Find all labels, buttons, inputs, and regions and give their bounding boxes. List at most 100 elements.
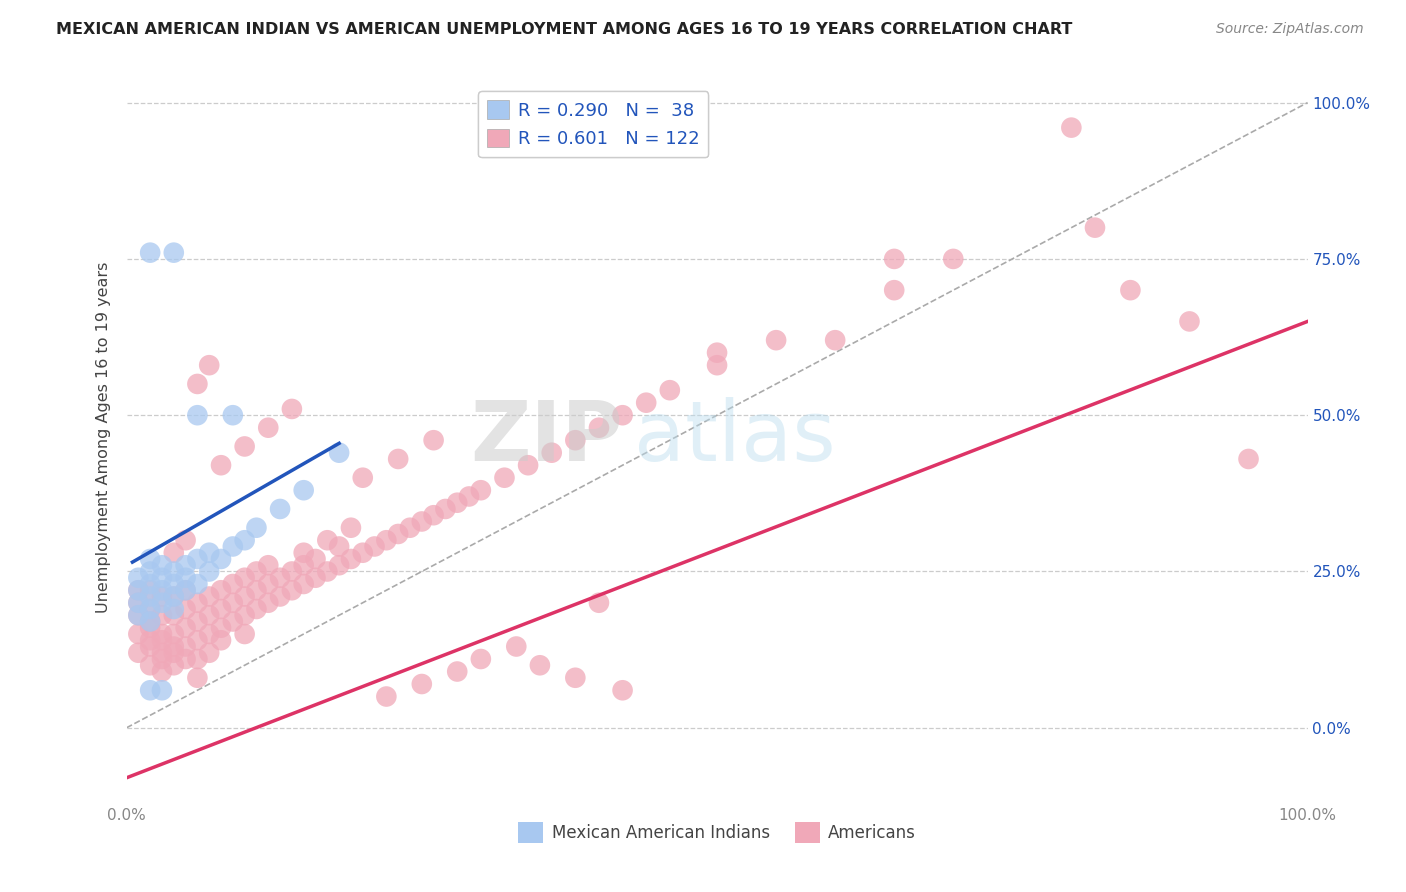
Point	[269, 590, 291, 604]
Point	[765, 333, 787, 347]
Point	[186, 376, 208, 391]
Point	[198, 590, 221, 604]
Point	[150, 665, 173, 679]
Point	[706, 345, 728, 359]
Point	[186, 552, 208, 566]
Point	[375, 533, 398, 548]
Point	[612, 408, 634, 422]
Point	[127, 627, 149, 641]
Point	[316, 565, 339, 579]
Point	[281, 565, 304, 579]
Point	[257, 558, 280, 573]
Point	[387, 527, 409, 541]
Point	[139, 583, 162, 598]
Y-axis label: Unemployment Among Ages 16 to 19 years: Unemployment Among Ages 16 to 19 years	[96, 261, 111, 613]
Point	[233, 590, 256, 604]
Point	[340, 552, 363, 566]
Point	[150, 583, 173, 598]
Point	[174, 640, 197, 654]
Point	[422, 434, 444, 448]
Point	[470, 483, 492, 498]
Point	[942, 252, 965, 266]
Point	[529, 658, 551, 673]
Point	[209, 621, 232, 635]
Point	[387, 452, 409, 467]
Text: MEXICAN AMERICAN INDIAN VS AMERICAN UNEMPLOYMENT AMONG AGES 16 TO 19 YEARS CORRE: MEXICAN AMERICAN INDIAN VS AMERICAN UNEM…	[56, 22, 1073, 37]
Point	[139, 577, 162, 591]
Point	[292, 577, 315, 591]
Point	[233, 440, 256, 454]
Point	[1084, 220, 1107, 235]
Point	[209, 458, 232, 473]
Point	[139, 602, 162, 616]
Point	[186, 408, 208, 422]
Point	[233, 533, 256, 548]
Point	[198, 627, 221, 641]
Point	[257, 420, 280, 434]
Point	[150, 683, 173, 698]
Point	[198, 608, 221, 623]
Point	[163, 627, 186, 641]
Point	[470, 652, 492, 666]
Point	[411, 515, 433, 529]
Point	[209, 583, 232, 598]
Point	[139, 615, 162, 629]
Point	[257, 596, 280, 610]
Point	[564, 434, 586, 448]
Point	[139, 640, 162, 654]
Point	[127, 596, 149, 610]
Point	[257, 577, 280, 591]
Point	[163, 640, 186, 654]
Point	[127, 608, 149, 623]
Point	[163, 658, 186, 673]
Point	[233, 627, 256, 641]
Point	[494, 471, 516, 485]
Point	[139, 633, 162, 648]
Point	[186, 577, 208, 591]
Point	[222, 615, 245, 629]
Point	[883, 252, 905, 266]
Point	[150, 633, 173, 648]
Text: atlas: atlas	[634, 397, 837, 477]
Point	[222, 577, 245, 591]
Point	[127, 571, 149, 585]
Point	[198, 646, 221, 660]
Point	[198, 546, 221, 560]
Point	[636, 395, 658, 409]
Point	[269, 502, 291, 516]
Point	[245, 565, 267, 579]
Point	[198, 358, 221, 372]
Point	[422, 508, 444, 523]
Point	[292, 546, 315, 560]
Point	[222, 596, 245, 610]
Point	[245, 583, 267, 598]
Point	[150, 608, 173, 623]
Legend: Mexican American Indians, Americans: Mexican American Indians, Americans	[512, 815, 922, 849]
Point	[352, 546, 374, 560]
Point	[292, 558, 315, 573]
Point	[163, 245, 186, 260]
Point	[517, 458, 540, 473]
Point	[1060, 120, 1083, 135]
Point	[458, 490, 481, 504]
Point	[505, 640, 527, 654]
Point	[328, 446, 350, 460]
Point	[411, 677, 433, 691]
Point	[186, 652, 208, 666]
Point	[340, 521, 363, 535]
Point	[198, 565, 221, 579]
Point	[174, 602, 197, 616]
Point	[281, 401, 304, 416]
Point	[328, 558, 350, 573]
Point	[304, 552, 326, 566]
Point	[612, 683, 634, 698]
Point	[174, 533, 197, 548]
Point	[245, 521, 267, 535]
Point	[292, 483, 315, 498]
Point	[139, 621, 162, 635]
Point	[127, 646, 149, 660]
Point	[186, 633, 208, 648]
Point	[352, 471, 374, 485]
Text: ZIP: ZIP	[470, 397, 623, 477]
Point	[163, 546, 186, 560]
